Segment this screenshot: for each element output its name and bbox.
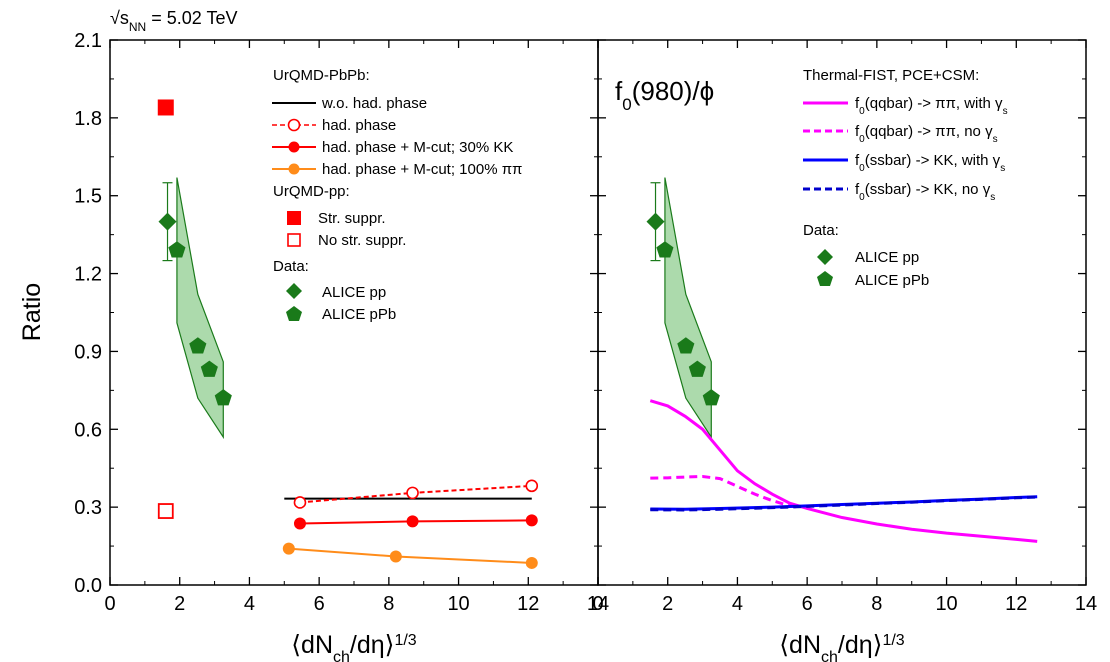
legend-label-alice-ppb-left: ALICE pPb: [322, 306, 396, 323]
data-point-mcut30: [525, 514, 538, 527]
x-tick-label: 0: [104, 593, 115, 615]
legend-label-ss-ng: f0(ssbar) -> KK, no γs: [855, 181, 995, 203]
data-point-alice_ppb: [200, 360, 218, 377]
y-tick-label: 1.8: [74, 108, 102, 130]
series-line-ss_ng: [650, 495, 1038, 512]
y-axis-title: Ratio: [18, 283, 46, 341]
x-tick-label: 8: [871, 593, 882, 615]
x-tick-label: 0: [592, 593, 603, 615]
x-axis-title-right: ⟨dNch/dη⟩1/3: [779, 631, 904, 662]
x-tick-label: 14: [587, 593, 609, 615]
y-tick-label: 0.6: [74, 419, 102, 441]
data-point-alice_ppb: [214, 389, 232, 406]
data-point-alice_ppb: [677, 337, 695, 354]
x-tick-label: 12: [517, 593, 539, 615]
series-line-mcut100: [288, 547, 532, 564]
x-tick-label: 10: [935, 593, 957, 615]
legend-label-alice-pp-left: ALICE pp: [322, 284, 386, 301]
energy-label: √sNN = 5.02 TeV: [110, 8, 237, 34]
legend-label-mcut100: had. phase + M-cut; 100% ππ: [322, 161, 522, 178]
y-tick-label: 0.9: [74, 341, 102, 363]
data-point-alice_pp: [158, 212, 177, 231]
legend-heading-data-right: Data:: [803, 222, 839, 239]
legend-label-had: had. phase: [322, 117, 396, 134]
legend-label-alice-pp-right: ALICE pp: [855, 249, 919, 266]
legend-label-str: Str. suppr.: [318, 210, 386, 227]
left-legend: UrQMD-PbPb: w.o. had. phase had. phase h…: [272, 67, 522, 323]
y-tick-label: 0.3: [74, 497, 102, 519]
y-tick-label: 2.1: [74, 30, 102, 52]
x-tick-label: 4: [244, 593, 255, 615]
data-point-alice_pp: [646, 212, 665, 231]
legend-marker-alice-pp-left: [286, 283, 302, 299]
x-tick-label: 2: [662, 593, 673, 615]
x-tick-label: 4: [732, 593, 743, 615]
data-point-alice_ppb: [189, 337, 207, 354]
x-axis-title-left: ⟨dNch/dη⟩1/3: [291, 631, 416, 662]
legend-label-nostr: No str. suppr.: [318, 232, 406, 249]
data-point-mcut100: [389, 550, 402, 563]
legend-label-mcut30: had. phase + M-cut; 30% KK: [322, 139, 513, 156]
right-legend: Thermal-FIST, PCE+CSM: f0(qqbar) -> ππ, …: [803, 67, 1008, 289]
legend-label-qq-ng: f0(qqbar) -> ππ, no γs: [855, 123, 998, 145]
legend-marker-mcut30: [288, 141, 300, 153]
x-tick-label: 14: [1075, 593, 1097, 615]
data-point-alice_ppb: [656, 241, 674, 258]
y-tick-label: 1.2: [74, 264, 102, 286]
x-tick-label: 2: [174, 593, 185, 615]
data-point-alice_ppb: [168, 241, 186, 258]
series-line-qq_ng: [650, 475, 801, 510]
data-point-alice_ppb: [702, 389, 720, 406]
legend-label-alice-ppb-right: ALICE pPb: [855, 272, 929, 289]
x-tick-label: 8: [383, 593, 394, 615]
data-point-had: [293, 496, 307, 509]
legend-label-wo: w.o. had. phase: [321, 95, 427, 112]
legend-label-ss-g: f0(ssbar) -> KK, with γs: [855, 152, 1005, 174]
x-tick-label: 6: [802, 593, 813, 615]
legend-label-qq-g: f0(qqbar) -> ππ, with γs: [855, 95, 1008, 117]
series-line-qq_g: [649, 399, 1038, 543]
left-panel: 0 2 4 6 8 10 12 14 0.0 0.3 0.6 0.9 1.2 1.5 1.8 2.1: [74, 30, 609, 615]
legend-marker-nostr: [287, 233, 301, 247]
x-tick-label: 6: [314, 593, 325, 615]
data-point-had: [525, 479, 539, 493]
y-tick-label: 0.0: [74, 575, 102, 597]
x-tick-label: 12: [1005, 593, 1027, 615]
legend-marker-alice-pp-right: [817, 249, 833, 265]
data-point-had: [406, 486, 419, 500]
legend-marker-alice-ppb-left: [286, 306, 302, 321]
right-panel: 0 2 4 6 8 10 12 14: [592, 39, 1097, 615]
data-point-alice_ppb: [688, 360, 706, 377]
legend-heading-model: Thermal-FIST, PCE+CSM:: [803, 67, 979, 84]
y-tick-label: 1.5: [74, 186, 102, 208]
x-tick-label: 10: [447, 593, 469, 615]
data-point-mcut30: [406, 515, 419, 528]
data-point-mcut100: [525, 556, 538, 569]
legend-heading-pp: UrQMD-pp:: [273, 183, 350, 200]
data-point-mcut30: [293, 517, 306, 530]
legend-marker-mcut100: [288, 163, 300, 175]
legend-heading-data-left: Data:: [273, 258, 309, 275]
data-point-mcut100: [282, 542, 295, 555]
legend-marker-str: [287, 211, 301, 225]
legend-heading-pbpb: UrQMD-PbPb:: [273, 67, 370, 84]
legend-marker-had: [287, 118, 301, 132]
data-point-nostr: [157, 503, 174, 519]
legend-marker-alice-ppb-right: [817, 271, 833, 286]
data-point-str: [157, 99, 174, 116]
right-panel-title: f0(980)/ϕ: [615, 76, 714, 114]
